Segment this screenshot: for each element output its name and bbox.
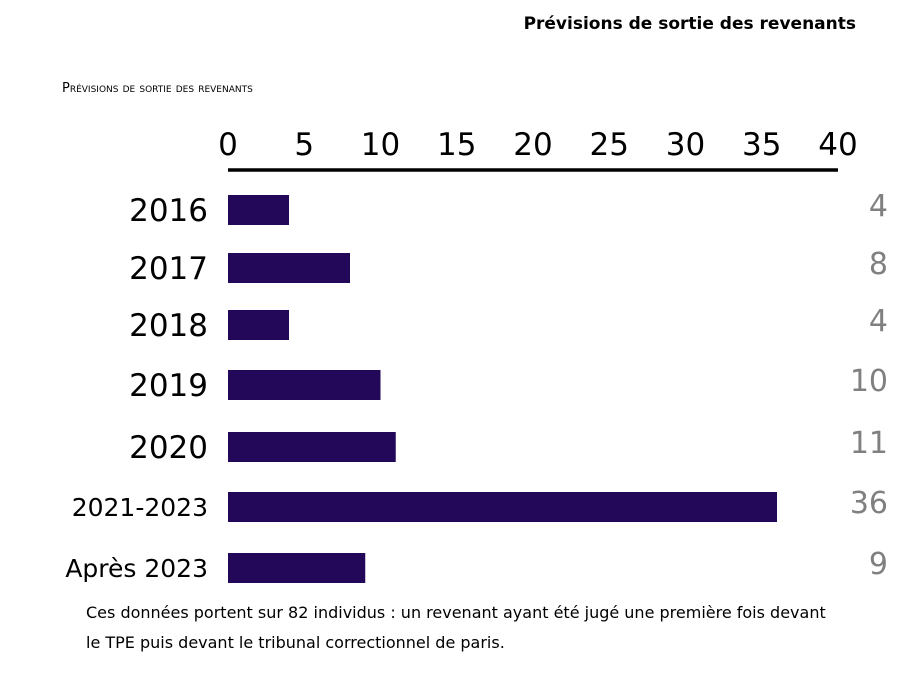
category-label: Après 2023 [65,554,208,583]
category-label: 2020 [129,430,208,466]
bar [228,253,350,283]
x-tick-label: 20 [513,127,552,163]
x-tick-label: 40 [818,127,857,163]
value-label: 9 [869,547,888,582]
bars [228,195,777,583]
x-tick-label: 0 [218,127,238,163]
x-tick-label: 5 [294,127,314,163]
value-label: 36 [850,486,888,521]
value-label: 4 [869,189,888,224]
x-tick-label: 25 [590,127,629,163]
bar [228,195,289,225]
bar [228,370,381,400]
bar-chart: 0 5 10 15 20 25 30 35 40 2016 2017 2018 2019 2020 202… [65,127,888,583]
value-label: 8 [869,247,888,282]
category-label: 2016 [129,193,208,229]
value-label: 4 [869,304,888,339]
category-label: 2019 [129,368,208,404]
x-tick-label: 10 [361,127,400,163]
chart-label: Prévisions de sortie des revenants [62,81,253,96]
value-labels: 4 8 4 10 11 36 9 [850,189,888,582]
bar [228,492,777,522]
category-label: 2018 [129,308,208,344]
category-label: 2017 [129,251,208,287]
x-axis-ticks: 0 5 10 15 20 25 30 35 40 [218,127,858,163]
value-label: 11 [850,426,888,461]
bar [228,432,396,462]
bar [228,553,366,583]
footnote: Ces données portent sur 82 individus : u… [86,603,826,652]
value-label: 10 [850,364,888,399]
x-tick-label: 35 [742,127,781,163]
category-label: 2021-2023 [72,493,208,522]
page-title: Prévisions de sortie des revenants [523,14,856,34]
bar [228,310,289,340]
x-tick-label: 15 [437,127,476,163]
category-labels: 2016 2017 2018 2019 2020 2021-2023 Après 2023 [65,193,208,583]
x-tick-label: 30 [666,127,705,163]
